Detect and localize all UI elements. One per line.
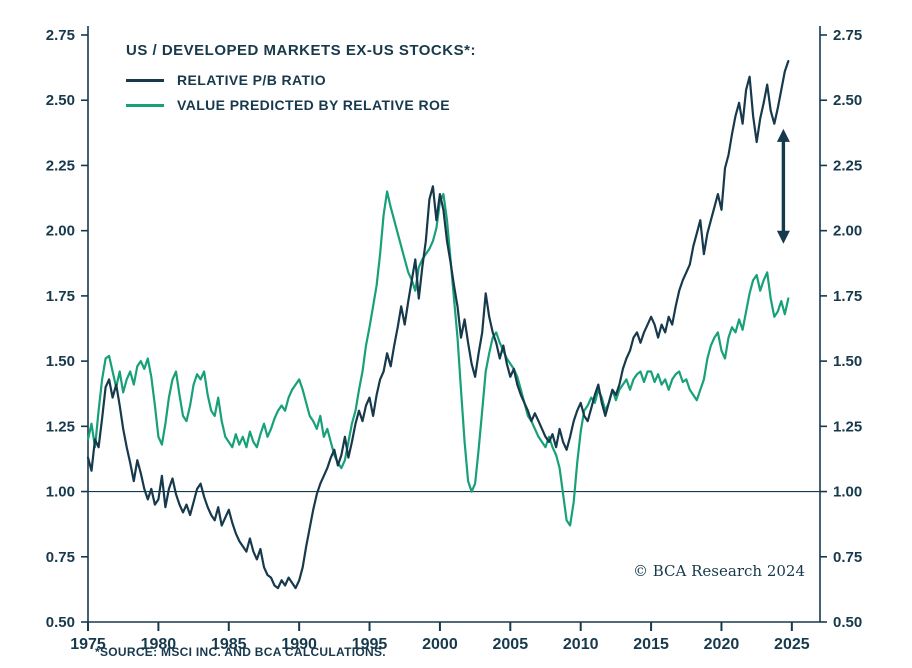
svg-text:1980: 1980	[141, 636, 177, 653]
svg-text:2.75: 2.75	[46, 27, 75, 44]
svg-text:1.25: 1.25	[833, 418, 862, 435]
svg-text:2.75: 2.75	[833, 27, 862, 44]
svg-text:1975: 1975	[70, 636, 106, 653]
svg-text:2.25: 2.25	[46, 157, 75, 174]
svg-text:2025: 2025	[774, 636, 810, 653]
pb-ratio-line-swatch	[126, 78, 164, 82]
chart-title: US / DEVELOPED MARKETS EX-US STOCKS*:	[126, 42, 476, 59]
svg-text:1990: 1990	[281, 636, 317, 653]
svg-text:2015: 2015	[633, 636, 669, 653]
svg-text:1.50: 1.50	[833, 353, 862, 370]
svg-text:1985: 1985	[211, 636, 247, 653]
copyright-notice: © BCA Research 2024	[632, 562, 805, 580]
legend-label-predicted-roe: VALUE PREDICTED BY RELATIVE ROE	[177, 97, 450, 113]
predicted-roe-line-swatch	[126, 103, 164, 107]
svg-text:2.00: 2.00	[46, 223, 75, 240]
svg-text:2010: 2010	[563, 636, 599, 653]
svg-text:2.00: 2.00	[833, 223, 862, 240]
svg-text:2000: 2000	[422, 636, 458, 653]
svg-text:2.25: 2.25	[833, 157, 862, 174]
svg-text:2.50: 2.50	[833, 92, 862, 109]
svg-text:2.50: 2.50	[46, 92, 75, 109]
svg-text:1.00: 1.00	[833, 484, 862, 501]
svg-text:1.25: 1.25	[46, 418, 75, 435]
legend-item-predicted-roe: VALUE PREDICTED BY RELATIVE ROE	[126, 97, 476, 113]
chart-legend: US / DEVELOPED MARKETS EX-US STOCKS*: RE…	[126, 42, 476, 113]
svg-text:1.75: 1.75	[833, 288, 862, 305]
svg-text:2020: 2020	[704, 636, 740, 653]
source-note: *SOURCE: MSCI INC. AND BCA CALCULATIONS.	[95, 645, 386, 659]
svg-text:1.50: 1.50	[46, 353, 75, 370]
svg-text:0.50: 0.50	[46, 614, 75, 631]
svg-text:2005: 2005	[493, 636, 529, 653]
svg-text:0.50: 0.50	[833, 614, 862, 631]
svg-text:1.75: 1.75	[46, 288, 75, 305]
legend-label-pb-ratio: RELATIVE P/B RATIO	[177, 72, 327, 88]
svg-text:0.75: 0.75	[833, 549, 862, 566]
svg-text:1995: 1995	[352, 636, 388, 653]
svg-text:0.75: 0.75	[46, 549, 75, 566]
svg-text:1.00: 1.00	[46, 484, 75, 501]
legend-item-pb-ratio: RELATIVE P/B RATIO	[126, 72, 476, 88]
